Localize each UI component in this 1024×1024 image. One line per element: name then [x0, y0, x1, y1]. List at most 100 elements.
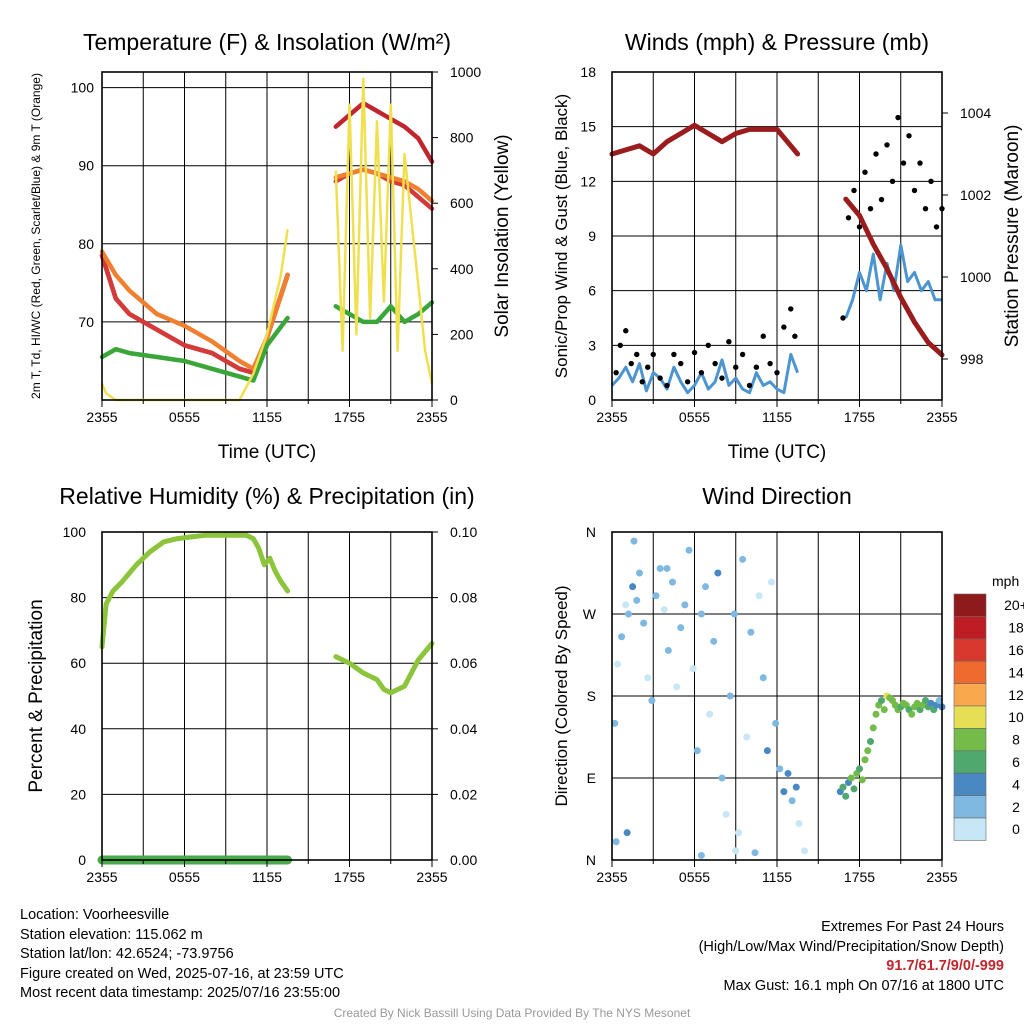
x-tick-label: 1155: [252, 869, 282, 885]
location-text: Location: Voorheesville: [20, 907, 170, 923]
wind-direction-point: [714, 569, 722, 577]
y-tick-label: 9: [588, 228, 596, 244]
colorbar-swatch: [953, 638, 987, 662]
colorbar-label: 8: [1012, 732, 1020, 748]
wind-direction-point: [681, 601, 689, 609]
wind-direction-point: [693, 747, 701, 755]
series-line-wind: [610, 243, 942, 395]
colorbar-label: 6: [1012, 754, 1020, 770]
gust-point: [684, 379, 691, 385]
extremes-subtitle: (High/Low/Max Wind/Precipitation/Snow De…: [698, 938, 1004, 955]
colorbar-swatch: [953, 795, 987, 819]
y-tick-label: 6: [588, 283, 596, 299]
y-tick-label: E: [587, 770, 596, 786]
y-tick-label: 3: [588, 337, 596, 353]
y2-tick-label: 0.04: [450, 721, 477, 737]
extremes-title: Extremes For Past 24 Hours: [821, 919, 1004, 935]
wind-direction-point: [629, 583, 637, 591]
y2-tick-label: 0.08: [450, 590, 477, 606]
y-tick-label: 40: [70, 721, 86, 737]
gust-point: [781, 324, 787, 330]
wind-direction-point: [739, 555, 747, 563]
y-tick-label: 60: [70, 655, 86, 671]
colorbar-label: 18: [1008, 620, 1024, 636]
chart-panel-1: Temperature (F) & Insolation (W/m²)2355 0…: [29, 29, 513, 463]
gust-point: [746, 382, 753, 389]
x-axis-label: Time (UTC): [728, 442, 827, 463]
wind-direction-point: [656, 564, 664, 572]
chart-title: Temperature (F) & Insolation (W/m²): [83, 29, 451, 55]
y-tick-label: 0: [588, 392, 596, 408]
x-tick-label: 2355: [926, 869, 957, 885]
wind-direction-point: [747, 628, 755, 636]
wind-direction-point: [913, 699, 921, 707]
colorbar-swatch: [953, 683, 987, 707]
gust-point: [678, 360, 684, 367]
wind-direction-point: [660, 605, 668, 613]
series-line-pressure: [609, 122, 945, 358]
wind-direction-point: [644, 674, 652, 682]
y-axis-label: 2m T, Td, HI/WC (Red, Green, Scarlet/Blu…: [29, 73, 43, 399]
colorbar-label: 10: [1008, 709, 1024, 725]
wind-direction-point: [768, 578, 775, 586]
gust-point: [906, 133, 912, 139]
gust-point: [617, 342, 623, 349]
wind-direction-point: [673, 683, 681, 691]
wind-direction-point: [726, 692, 734, 700]
gust-point: [922, 205, 929, 212]
wind-direction-point: [732, 847, 740, 855]
y2-tick-label: 0.10: [450, 524, 477, 540]
wind-direction-point: [801, 847, 808, 855]
wind-direction-point: [776, 765, 784, 773]
wind-direction-point: [618, 633, 626, 641]
gust-point: [698, 369, 705, 376]
gust-point: [867, 205, 874, 212]
gust-point: [645, 364, 651, 370]
x-tick-label: 1155: [252, 409, 282, 425]
gust-point: [753, 364, 760, 370]
gust-point: [691, 349, 698, 356]
gust-point: [928, 178, 934, 185]
wind-direction-point: [839, 783, 847, 791]
gust-point: [739, 351, 746, 358]
y2-tick-label: 0.00: [450, 852, 477, 868]
chart-title: Winds (mph) & Pressure (mb): [625, 29, 929, 55]
chart-panel-2: Winds (mph) & Pressure (mb) 2355 0555 1155 1…: [552, 29, 1023, 463]
y2-tick-label: 998: [960, 351, 984, 367]
gust-point: [845, 215, 852, 221]
y2-tick-label: 1002: [960, 187, 991, 203]
latlon-text: Station lat/lon: 42.6524; -73.9756: [20, 946, 234, 962]
y-axis-label: Direction (Colored By Speed): [552, 585, 571, 806]
wind-direction-point: [861, 756, 869, 764]
colorbar-label: 0: [1012, 821, 1020, 837]
y-tick-label: 70: [78, 314, 94, 330]
gust-point: [664, 382, 670, 389]
gust-point: [878, 196, 885, 203]
wind-direction-point: [652, 592, 660, 600]
wind-direction-point: [927, 699, 935, 707]
colorbar-swatch: [953, 616, 987, 640]
gust-point: [705, 342, 711, 349]
credit-text: Created By Nick Bassill Using Data Provi…: [333, 1006, 691, 1020]
x-tick-label: 1755: [334, 869, 365, 885]
x-tick-label: 2355: [416, 409, 447, 425]
y-tick-label: 0: [78, 852, 86, 868]
wind-direction-point: [663, 564, 671, 572]
wind-direction-point: [858, 776, 866, 784]
gust-point: [760, 333, 766, 339]
gust-point: [650, 351, 656, 358]
wind-direction-point: [697, 851, 705, 859]
gust-point: [613, 369, 619, 376]
wind-direction-point: [669, 578, 676, 586]
gust-point: [900, 160, 907, 166]
wind-direction-point: [730, 610, 738, 618]
extremes-values: 91.7/61.7/9/0/-999: [886, 958, 1004, 974]
wind-direction-point: [640, 619, 648, 627]
wind-direction-point: [636, 569, 643, 577]
wind-direction-point: [847, 774, 855, 782]
created-text: Figure created on Wed, 2025-07-16, at 23…: [20, 965, 344, 982]
wind-direction-point: [850, 785, 858, 793]
colorbar-swatch: [953, 728, 987, 752]
gust-point: [889, 178, 896, 185]
